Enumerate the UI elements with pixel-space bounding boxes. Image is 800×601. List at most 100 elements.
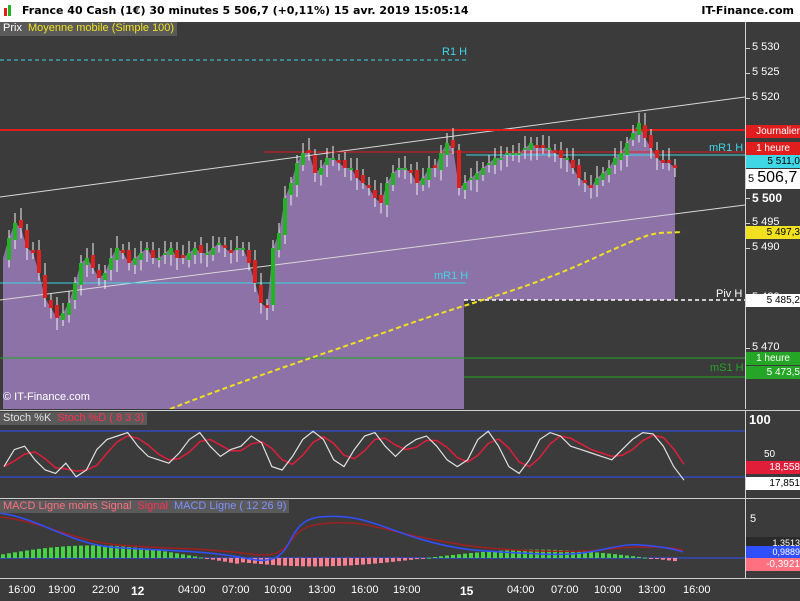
bear-candle: [313, 155, 317, 173]
price-tick-label: 5 500: [752, 191, 783, 205]
macd-hist-down: [271, 558, 275, 565]
bear-candle: [265, 305, 269, 308]
r1-label: R1 H: [442, 46, 468, 58]
macd-panel[interactable]: MACD Ligne moins Signal Signal MACD Ligne …: [0, 498, 745, 578]
bull-candle: [187, 253, 191, 260]
macd-hist-down: [229, 558, 233, 563]
bull-candle: [7, 238, 11, 260]
bear-candle: [337, 160, 341, 163]
bull-candle: [13, 223, 17, 240]
daily-pivot-tag: Journalier: [746, 125, 800, 138]
macd-hist-up: [187, 555, 191, 558]
bear-candle: [661, 160, 665, 163]
stoch-d-value: 18,558: [746, 461, 800, 474]
moving-average-tag: 5 497,3: [746, 226, 800, 239]
bear-candle: [307, 150, 311, 153]
stochastic-panel[interactable]: Stoch %K Stoch %D ( 8 3 3): [0, 410, 745, 498]
macd-hist-down: [649, 558, 653, 559]
bull-candle: [211, 248, 215, 255]
macd-hist-up: [49, 547, 53, 558]
bear-candle: [541, 145, 545, 148]
hourly-pivot-tag: 1 heure: [746, 142, 800, 155]
bull-candle: [595, 178, 599, 185]
macd-hist-down: [289, 558, 293, 566]
bull-candle: [61, 313, 65, 320]
legend-moving-average: Moyenne mobile (Simple 100): [27, 22, 175, 34]
macd-hist-down: [205, 558, 209, 559]
macd-hist-down: [367, 558, 371, 565]
price-tick-label: 5 520: [752, 91, 780, 103]
bear-candle: [361, 175, 365, 183]
macd-hist-up: [61, 546, 65, 558]
time-axis-hour-label: 16:00: [683, 584, 711, 596]
macd-hist-down: [241, 558, 245, 563]
macd-hist-down: [391, 558, 395, 562]
time-axis-hour-label: 07:00: [551, 584, 579, 596]
bull-candle: [601, 173, 605, 180]
stochastic-axis[interactable]: 100 50 18,558 17,851: [745, 410, 800, 498]
mr1-label-left: mR1 H: [434, 270, 469, 282]
macd-line-label: MACD Ligne ( 12 26 9): [173, 500, 287, 512]
bull-candle: [463, 183, 467, 190]
bull-candle: [511, 153, 515, 155]
mr1-label-right: mR1 H: [709, 142, 744, 154]
macd-hist-up: [175, 553, 179, 558]
stochastic-chart: [0, 430, 745, 481]
time-axis-hour-label: 04:00: [178, 584, 206, 596]
chart-icon: [4, 5, 11, 16]
macd-hist-down: [253, 558, 257, 564]
macd-hist-up: [487, 551, 491, 558]
macd-hist-up: [169, 552, 173, 558]
macd-axis[interactable]: 5 1,3513 0,9889 -0,3921: [745, 498, 800, 578]
macd-hist-up: [481, 551, 485, 558]
macd-hist-up: [445, 555, 449, 558]
macd-hist-up: [199, 557, 203, 559]
macd-value-3: -0,3921: [746, 558, 800, 571]
bull-candle: [139, 253, 143, 260]
macd-hist-up: [73, 545, 77, 558]
bull-candle: [283, 198, 287, 235]
bull-candle: [295, 163, 299, 185]
stoch-axis-50: 50: [764, 449, 776, 460]
bear-candle: [55, 305, 59, 318]
macd-hist-up: [37, 548, 41, 558]
macd-hist-up: [613, 554, 617, 558]
macd-hist-down: [409, 558, 413, 560]
bull-candle: [85, 258, 89, 265]
macd-hist-up: [631, 556, 635, 558]
macd-chart: [0, 512, 745, 567]
bear-candle: [415, 170, 419, 183]
macd-hist-up: [625, 555, 629, 558]
macd-hist-up: [31, 549, 35, 558]
macd-hist-up: [619, 554, 623, 558]
lower-shade: [464, 300, 745, 409]
bull-candle: [73, 283, 77, 300]
macd-hist-up: [583, 551, 587, 558]
macd-hist-up: [19, 551, 23, 558]
macd-hist-up: [85, 545, 89, 558]
bear-candle: [355, 170, 359, 178]
bear-candle: [589, 185, 593, 188]
bull-candle: [397, 168, 401, 170]
macd-hist-down: [277, 558, 281, 566]
macd-hist-down: [361, 558, 365, 565]
time-axis[interactable]: 16:00 19:00 22:00 12 04:00 07:00 10:00 13:00 16:…: [0, 578, 800, 601]
price-tick-mark: [746, 248, 750, 249]
stoch-k-label: Stoch %K: [3, 412, 52, 424]
price-chart-panel[interactable]: Prix Moyenne mobile (Simple 100) R1 H mR1…: [0, 22, 745, 409]
price-tick-label: 5 530: [752, 41, 780, 53]
support-value-tag: 5 473,5: [746, 366, 800, 379]
macd-hist-down: [403, 558, 407, 561]
macd-hist-down: [283, 558, 287, 566]
bear-candle: [127, 250, 131, 263]
bear-candle: [247, 250, 251, 263]
bull-candle: [169, 248, 173, 255]
time-axis-hour-label: 16:00: [351, 584, 379, 596]
macd-hist-up: [505, 550, 509, 558]
macd-hist-up: [139, 548, 143, 558]
bull-candle: [565, 158, 569, 160]
bull-candle: [391, 173, 395, 185]
macd-hist-up: [457, 554, 461, 558]
title-bar: France 40 Cash (1€) 30 minutes 5 506,7 (…: [0, 0, 800, 22]
